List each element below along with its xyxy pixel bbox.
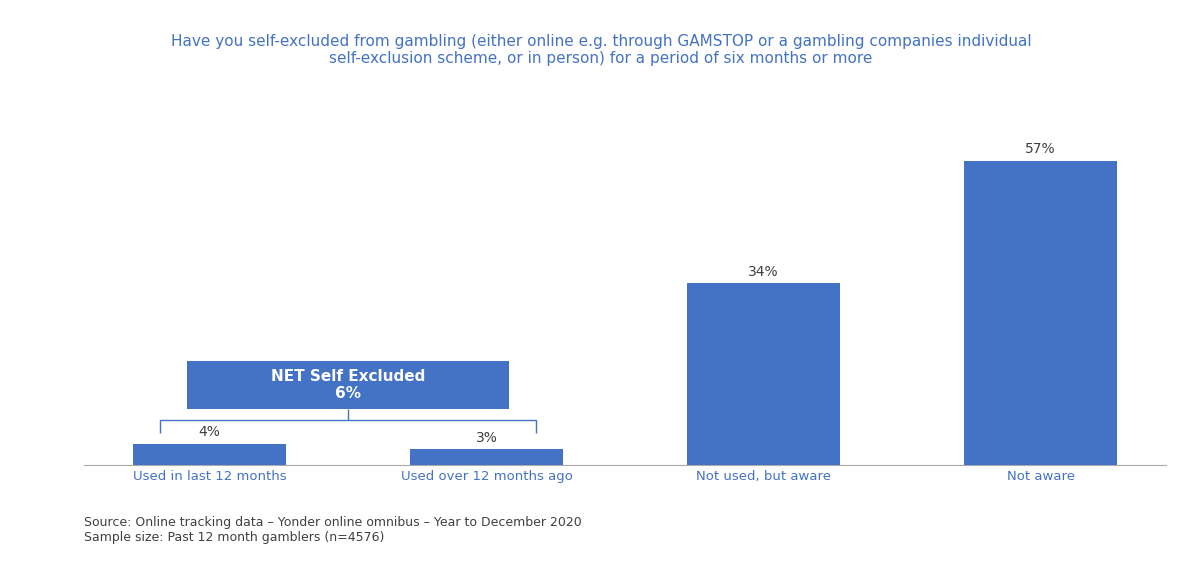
Text: Have you self-excluded from gambling (either online e.g. through GAMSTOP or a ga: Have you self-excluded from gambling (ei… xyxy=(171,34,1031,66)
Text: 3%: 3% xyxy=(476,431,498,445)
FancyBboxPatch shape xyxy=(188,361,508,409)
Bar xyxy=(133,443,286,465)
Bar xyxy=(964,161,1117,465)
Text: NET Self Excluded
6%: NET Self Excluded 6% xyxy=(270,369,426,401)
Bar xyxy=(410,449,563,465)
Text: 4%: 4% xyxy=(198,425,220,439)
Text: Source: Online tracking data – Yonder online omnibus – Year to December 2020
Sam: Source: Online tracking data – Yonder on… xyxy=(84,517,582,544)
Bar xyxy=(688,284,840,465)
Text: 57%: 57% xyxy=(1025,142,1055,156)
Text: 34%: 34% xyxy=(748,265,779,279)
